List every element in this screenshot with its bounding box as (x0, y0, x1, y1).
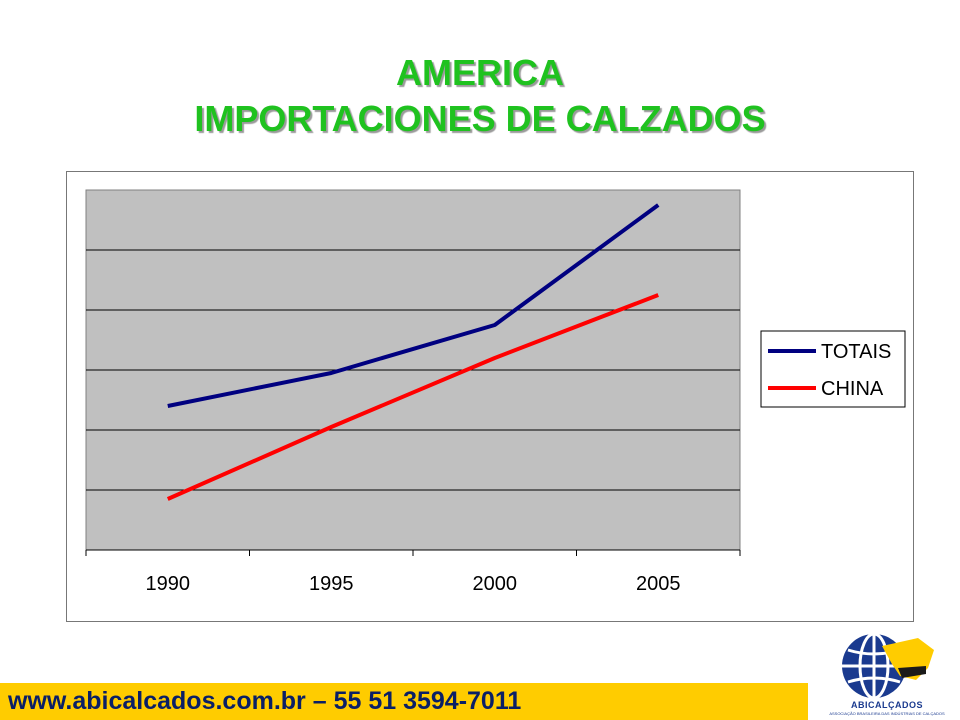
footer-bar: www.abicalcados.com.br – 55 51 3594-7011 (0, 683, 808, 720)
abicalcados-logo: ABICALÇADOS ASSOCIAÇÃO BRASILEIRA DAS IN… (822, 628, 952, 720)
x-tick-label: 2005 (636, 573, 681, 595)
chart-title-line2: IMPORTACIONES DE CALZADOS (194, 98, 766, 139)
series-layer (166, 203, 660, 501)
globe-icon (842, 632, 934, 700)
logo-name: ABICALÇADOS (851, 700, 923, 710)
chart-title-line1: AMERICA (396, 52, 564, 93)
legend-box (760, 330, 906, 408)
chart-area: 1990 1995 2000 2005 TOTAIS CHINA (66, 171, 914, 622)
legend: TOTAIS CHINA (760, 330, 906, 408)
x-tick-label: 2000 (473, 573, 518, 595)
series-line-china (166, 293, 659, 501)
x-tick-label: 1995 (309, 573, 354, 595)
x-tick-label: 1990 (146, 573, 191, 595)
gridlines (86, 249, 740, 491)
logo-subtitle: ASSOCIAÇÃO BRASILEIRA DAS INDÚSTRIAS DE … (829, 711, 945, 716)
line-chart: 1990 1995 2000 2005 TOTAIS CHINA (85, 189, 906, 595)
series-line-totais (167, 203, 660, 408)
legend-label: TOTAIS (821, 341, 891, 363)
x-axis: 1990 1995 2000 2005 (85, 549, 741, 595)
legend-label: CHINA (821, 378, 884, 400)
footer-contact[interactable]: www.abicalcados.com.br – 55 51 3594-7011 (8, 687, 522, 715)
